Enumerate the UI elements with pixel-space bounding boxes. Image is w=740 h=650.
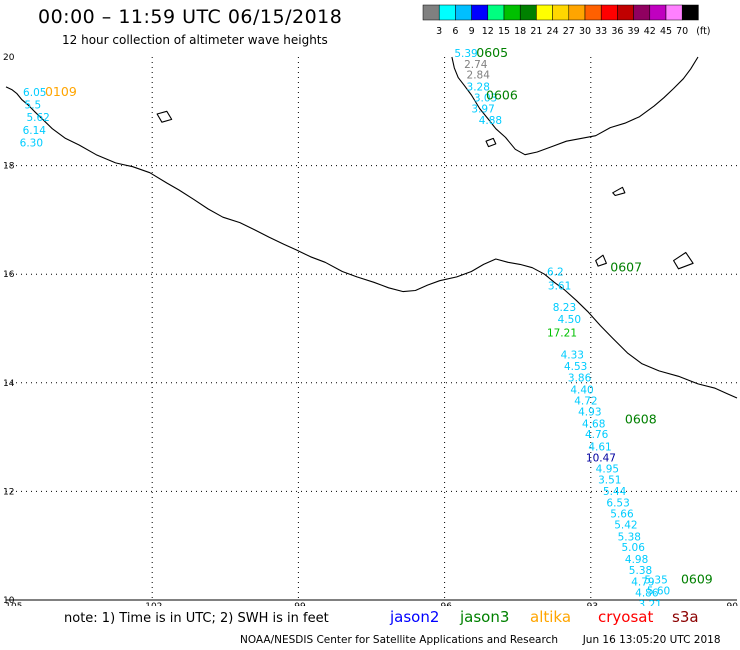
lat-tick-label: 14	[3, 379, 15, 389]
scale-label: 6	[452, 26, 458, 37]
scale-unit: (ft)	[696, 26, 710, 37]
wave-height-label: 6.14	[23, 125, 47, 137]
scale-label: 70	[676, 26, 688, 37]
wave-height-label: 6.2	[547, 266, 564, 278]
scale-label: 3	[436, 26, 442, 37]
mission-cryosat: cryosat	[598, 608, 654, 626]
scale-swatch	[681, 4, 699, 21]
lon-tick-label: -99	[291, 602, 306, 606]
wave-height-label: 4.68	[582, 418, 605, 430]
lat-tick-label: 10	[3, 596, 15, 606]
wave-height-label: 5.06	[622, 542, 646, 554]
wave-height-label: 6.53	[606, 498, 629, 510]
lon-tick-label: -102	[142, 602, 162, 606]
wave-height-label: 5.5	[25, 100, 42, 112]
wave-height-label: 3.03	[474, 93, 497, 105]
island-outline	[595, 254, 607, 267]
wave-height-label: 6.05	[23, 87, 46, 99]
lat-tick-label: 12	[3, 487, 14, 497]
track-id-label: 0608	[625, 412, 657, 427]
scale-label: 21	[530, 26, 542, 37]
wave-height-label: 4.98	[625, 554, 648, 566]
credit-timestamp: Jun 16 13:05:20 UTC 2018	[582, 634, 721, 646]
scale-label: 30	[579, 26, 591, 37]
wave-height-label: 10.47	[586, 453, 616, 465]
wave-height-label: 4.40	[570, 385, 593, 397]
scale-label: 42	[644, 26, 656, 37]
lon-tick-label: -96	[437, 602, 452, 606]
track-id-label: 0109	[45, 84, 77, 99]
wave-height-label: 3.97	[471, 103, 494, 115]
lon-tick-label: -93	[583, 602, 598, 606]
wave-height-label: 5.62	[26, 112, 49, 124]
wave-height-label: 4.50	[558, 314, 581, 326]
island-outline	[485, 137, 497, 148]
wave-height-label: 4.61	[588, 442, 611, 454]
map-canvas: -105-102-99-96-93-902018161412106.055.55…	[2, 45, 738, 606]
track-id-label: 0607	[610, 259, 642, 274]
pacific-coastline	[5, 86, 738, 399]
wave-height-label: 4.33	[561, 349, 584, 361]
wave-height-label: 2.84	[467, 70, 491, 82]
scale-label: 9	[469, 26, 475, 37]
footer-credit: NOAA/NESDIS Center for Satellite Applica…	[240, 634, 721, 646]
page-title: 00:00 – 11:59 UTC 06/15/2018	[38, 6, 343, 28]
wave-height-label: 4.86	[635, 588, 659, 600]
scale-label: 15	[498, 26, 510, 37]
credit-source: NOAA/NESDIS Center for Satellite Applica…	[240, 634, 558, 646]
wave-height-label: 3.61	[548, 280, 571, 292]
wave-height-label: 5.35	[644, 575, 667, 587]
wave-height-label: 3.51	[598, 474, 621, 486]
mission-altika: altika	[530, 608, 572, 626]
wave-height-label: 5.60	[647, 586, 670, 598]
wave-height-label: 5.42	[614, 519, 637, 531]
scale-label: 27	[563, 26, 575, 37]
lon-tick-label: -90	[723, 602, 738, 606]
track-id-label: 0606	[486, 87, 518, 102]
wave-height-label: 8.23	[553, 302, 576, 314]
wave-height-label: 4.95	[596, 463, 619, 475]
scale-label: 18	[514, 26, 526, 37]
wave-height-label: 3.28	[467, 82, 490, 94]
page-subtitle: 12 hour collection of altimeter wave hei…	[62, 33, 328, 47]
wave-height-label: 6.30	[20, 138, 43, 150]
wave-height-label: 4.72	[574, 396, 597, 408]
island-outline	[156, 110, 173, 123]
scale-label: 24	[547, 26, 559, 37]
island-outline	[612, 186, 626, 197]
color-scale: 3 6 9 12 15 18 21 24 27 30 33 36 39 42 45 70 (ft)	[422, 4, 711, 37]
wave-height-label: 4.53	[564, 361, 587, 373]
scale-label: 36	[611, 26, 623, 37]
wave-height-label: 5.38	[629, 565, 652, 577]
scale-label: 45	[660, 26, 672, 37]
wave-height-label: 3.86	[568, 373, 592, 385]
wave-height-label: 5.38	[618, 531, 641, 543]
mission-jason2: jason2	[390, 608, 440, 626]
footer-note: note: 1) Time is in UTC; 2) SWH is in fe…	[64, 611, 329, 626]
wave-height-label: 4.93	[578, 406, 601, 418]
wave-height-label: 3.21	[639, 599, 662, 606]
mission-jason3: jason3	[460, 608, 510, 626]
island-outline	[673, 251, 694, 270]
wave-height-label: 5.66	[610, 508, 634, 520]
gulf-coastline	[451, 56, 699, 156]
wave-height-label: 17.21	[547, 328, 577, 340]
lon-tick-label: -105	[2, 602, 22, 606]
scale-label: 12	[482, 26, 494, 37]
lat-tick-label: 20	[3, 53, 15, 63]
wave-height-label: 4.88	[479, 115, 502, 127]
wave-height-label: 5.44	[603, 486, 627, 498]
mission-s3a: s3a	[672, 608, 699, 626]
wave-height-label: 4.79	[631, 576, 654, 588]
track-id-label: 0605	[476, 45, 508, 60]
scale-label: 39	[628, 26, 640, 37]
wave-height-label: 2.74	[464, 59, 488, 71]
lat-tick-label: 18	[3, 162, 15, 172]
wave-height-label: 4.76	[585, 429, 609, 441]
track-id-label: 0609	[681, 572, 713, 587]
wave-height-label: 5.39	[454, 48, 477, 60]
lat-tick-label: 16	[3, 270, 15, 280]
scale-label: 33	[595, 26, 607, 37]
